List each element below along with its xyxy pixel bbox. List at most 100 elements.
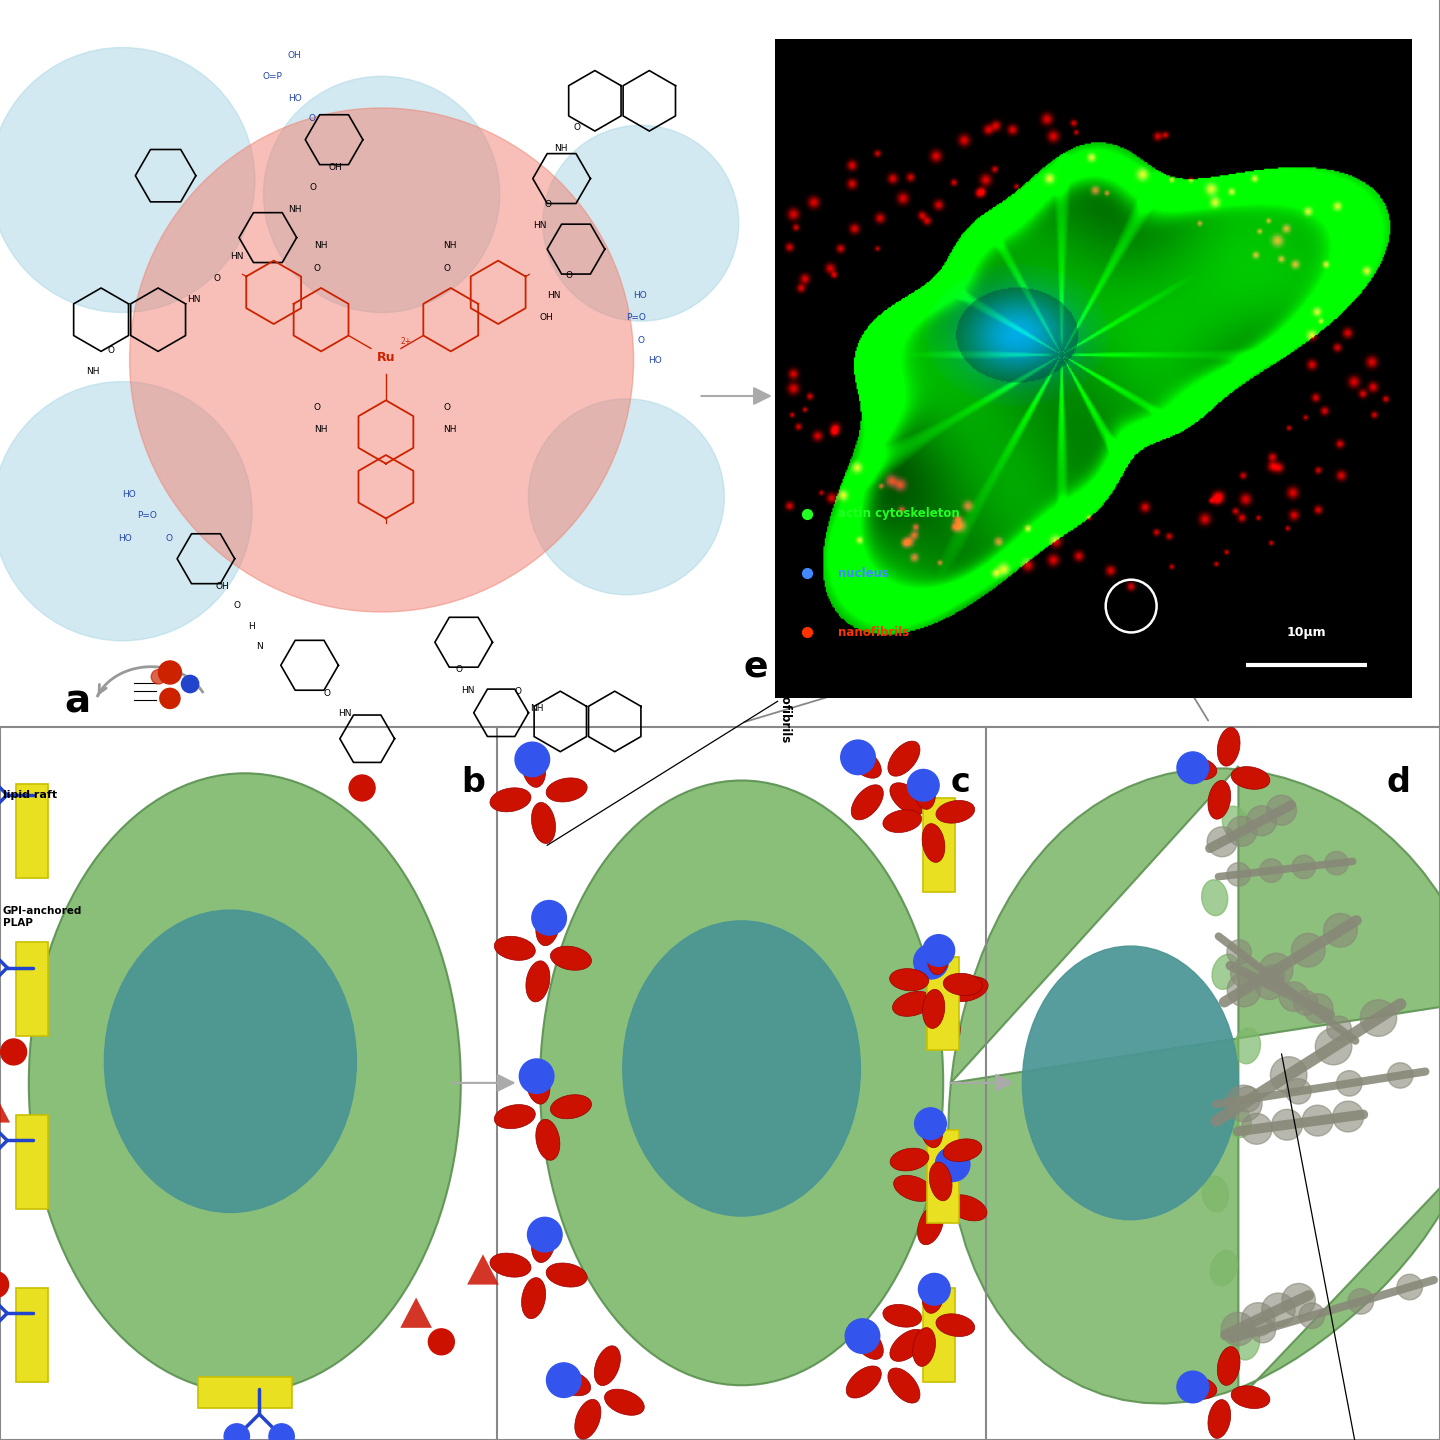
Ellipse shape: [920, 949, 946, 989]
Text: NH: NH: [444, 240, 456, 249]
Text: HO: HO: [634, 291, 648, 300]
Ellipse shape: [936, 801, 975, 824]
Ellipse shape: [913, 770, 936, 809]
Ellipse shape: [890, 783, 924, 815]
Ellipse shape: [531, 802, 556, 844]
Circle shape: [1270, 1057, 1308, 1093]
Ellipse shape: [536, 904, 560, 946]
Ellipse shape: [890, 1148, 929, 1171]
Ellipse shape: [605, 1390, 644, 1416]
Ellipse shape: [546, 778, 588, 802]
Text: O: O: [310, 183, 317, 192]
Ellipse shape: [1202, 1176, 1228, 1212]
Circle shape: [1261, 1293, 1295, 1326]
Ellipse shape: [936, 1313, 975, 1336]
Ellipse shape: [851, 1325, 883, 1359]
Text: HN: HN: [230, 252, 243, 261]
Circle shape: [1260, 953, 1293, 986]
Ellipse shape: [847, 1367, 881, 1398]
Ellipse shape: [920, 1109, 943, 1148]
Ellipse shape: [888, 742, 920, 776]
Text: a: a: [65, 683, 91, 721]
Text: HN: HN: [187, 295, 200, 304]
Ellipse shape: [851, 785, 883, 819]
Ellipse shape: [494, 1104, 536, 1129]
Text: HN: HN: [461, 685, 474, 694]
Ellipse shape: [1223, 806, 1250, 841]
Circle shape: [348, 775, 374, 801]
Circle shape: [1231, 958, 1260, 988]
Ellipse shape: [1022, 946, 1238, 1220]
Ellipse shape: [937, 1152, 963, 1191]
Circle shape: [429, 1329, 455, 1355]
Ellipse shape: [935, 1004, 960, 1044]
Circle shape: [1260, 858, 1283, 883]
Circle shape: [1254, 971, 1284, 999]
Ellipse shape: [29, 773, 461, 1392]
Circle shape: [1234, 1087, 1260, 1112]
Circle shape: [1361, 999, 1397, 1037]
Circle shape: [1315, 1028, 1352, 1064]
Text: GPI-anchored
PLAP: GPI-anchored PLAP: [3, 906, 82, 929]
Circle shape: [1325, 851, 1348, 876]
Circle shape: [1388, 1063, 1413, 1089]
Ellipse shape: [521, 1277, 546, 1319]
Text: NH: NH: [314, 240, 327, 249]
Circle shape: [923, 935, 955, 966]
Ellipse shape: [1217, 727, 1240, 766]
Text: HN: HN: [338, 708, 351, 717]
Circle shape: [1176, 752, 1208, 783]
Text: O: O: [514, 687, 521, 696]
Polygon shape: [923, 1287, 955, 1382]
Ellipse shape: [1231, 1385, 1270, 1408]
Circle shape: [1348, 1289, 1374, 1315]
Polygon shape: [467, 1254, 498, 1284]
Circle shape: [914, 1107, 946, 1139]
Text: O: O: [308, 114, 315, 122]
Circle shape: [1260, 965, 1284, 989]
Circle shape: [160, 688, 180, 708]
Circle shape: [914, 945, 949, 979]
Text: NH: NH: [530, 704, 543, 713]
Ellipse shape: [526, 960, 550, 1002]
Text: O: O: [566, 271, 573, 279]
Circle shape: [0, 1040, 26, 1066]
Circle shape: [547, 1362, 582, 1397]
Ellipse shape: [893, 991, 933, 1017]
Text: b: b: [461, 766, 485, 799]
Text: O: O: [573, 122, 580, 131]
Text: O: O: [108, 346, 115, 354]
Circle shape: [516, 742, 550, 776]
Polygon shape: [16, 1287, 48, 1382]
Point: [795, 503, 818, 526]
Polygon shape: [199, 1377, 291, 1408]
Circle shape: [527, 1217, 562, 1251]
Text: NH: NH: [86, 367, 99, 376]
Text: O: O: [233, 600, 240, 609]
Polygon shape: [923, 798, 955, 891]
Point: [795, 621, 818, 644]
Text: NH: NH: [554, 144, 567, 153]
Circle shape: [158, 661, 181, 684]
Circle shape: [1326, 1017, 1351, 1041]
Text: OH: OH: [288, 50, 302, 59]
Circle shape: [0, 382, 252, 641]
Circle shape: [919, 1273, 950, 1305]
Circle shape: [907, 769, 939, 801]
Ellipse shape: [890, 969, 929, 991]
Circle shape: [1397, 1274, 1423, 1300]
Text: P=O: P=O: [137, 511, 157, 520]
Circle shape: [1247, 806, 1277, 835]
Polygon shape: [16, 942, 48, 1037]
Text: 2+: 2+: [400, 337, 412, 346]
Circle shape: [1292, 855, 1316, 878]
Polygon shape: [927, 956, 959, 1051]
Text: O: O: [314, 403, 321, 412]
Circle shape: [1333, 1102, 1364, 1132]
Text: P=O: P=O: [626, 312, 647, 321]
Ellipse shape: [1234, 1325, 1260, 1359]
Circle shape: [543, 125, 739, 321]
Ellipse shape: [552, 1369, 590, 1395]
Ellipse shape: [923, 989, 945, 1028]
Ellipse shape: [595, 1346, 621, 1385]
